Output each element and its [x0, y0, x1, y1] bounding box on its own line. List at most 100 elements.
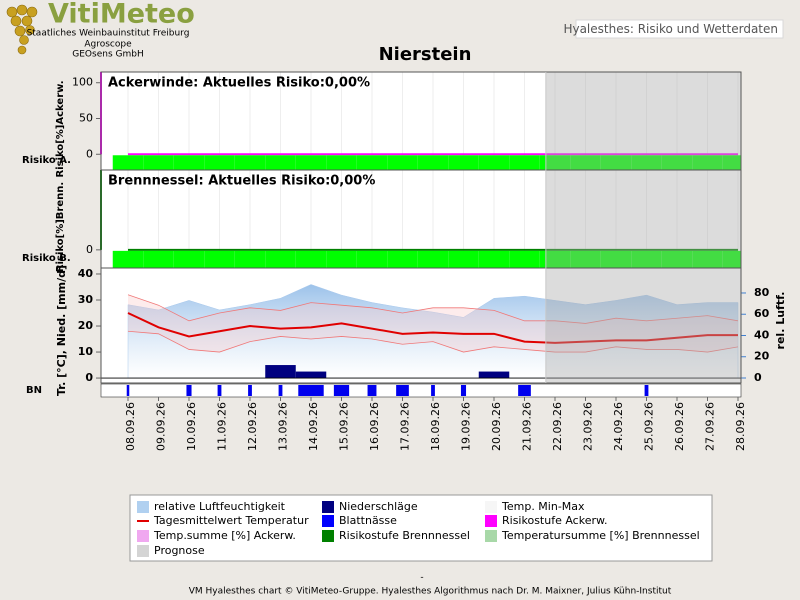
- leaf-wetness: [431, 385, 435, 396]
- risk-level: [234, 155, 266, 170]
- risk-level: [387, 250, 418, 268]
- risk-level: [173, 155, 205, 170]
- x-tick-label: 22.09.26: [551, 402, 564, 451]
- risk-level: [661, 155, 693, 170]
- x-tick-label: 10.09.26: [185, 402, 198, 451]
- x-tick-label: 08.09.26: [124, 402, 137, 451]
- risk-level: [631, 155, 662, 170]
- panel-title: Ackerwinde: Aktuelles Risiko:0,00%: [108, 76, 370, 91]
- risk-level: [448, 250, 479, 268]
- risk-level: [143, 155, 174, 170]
- x-tick-label: 13.09.26: [277, 402, 290, 451]
- risk-level: [112, 155, 144, 170]
- risk-level: [204, 250, 235, 268]
- y2-tick-label: 80: [754, 286, 770, 299]
- legend-swatch: [485, 530, 497, 542]
- x-tick-label: 17.09.26: [399, 402, 412, 451]
- risk-level: [692, 250, 723, 268]
- x-tick-label: 24.09.26: [612, 402, 625, 451]
- risk-level: [570, 155, 601, 170]
- legend-swatch: [137, 545, 149, 557]
- page-title: Nierstein: [379, 44, 472, 65]
- risk-level: [112, 250, 144, 268]
- legend: [129, 494, 713, 562]
- risk-level: [478, 250, 510, 268]
- legend-label: Blattnässe: [339, 514, 397, 527]
- legend-label: Prognose: [154, 544, 205, 557]
- leaf-wetness: [186, 385, 192, 396]
- risk-level: [326, 155, 357, 170]
- x-tick-label: 25.09.26: [643, 402, 656, 451]
- leaf-wetness: [248, 385, 252, 396]
- y2-tick-label: 40: [754, 328, 770, 341]
- precipitation-bar: [265, 365, 296, 379]
- separator: -: [420, 573, 423, 583]
- x-tick-label: 27.09.26: [704, 402, 717, 451]
- temp-mean-line: [127, 312, 738, 344]
- leaf-wetness: [278, 385, 283, 396]
- legend-label: Risikostufe Brennnessel: [339, 529, 470, 542]
- risk-level: [417, 155, 449, 170]
- risk-level: [417, 250, 449, 268]
- x-tick-label: 23.09.26: [582, 402, 595, 451]
- strip-label: BN: [26, 385, 42, 396]
- x-tick-label: 21.09.26: [521, 402, 534, 451]
- x-tick-label: 11.09.26: [216, 402, 229, 451]
- tab-label[interactable]: Hyalesthes: Risiko und Wetterdaten: [563, 22, 778, 36]
- leaf-wetness: [396, 385, 409, 396]
- risk-level: [234, 250, 266, 268]
- precipitation-bar: [478, 371, 510, 379]
- institution: Staatliches Weinbauinstitut Freiburg: [27, 29, 190, 39]
- x-tick-label: 28.09.26: [734, 402, 747, 451]
- x-tick-label: 15.09.26: [338, 402, 351, 451]
- x-tick-label: 14.09.26: [307, 402, 320, 451]
- logo-grapes: [6, 4, 38, 55]
- risk-level: [539, 250, 571, 268]
- x-tick-label: 26.09.26: [673, 402, 686, 451]
- leaf-wetness: [217, 385, 222, 396]
- legend-swatch: [485, 501, 497, 513]
- temp-max-line: [127, 294, 739, 324]
- panel-frame: [100, 267, 742, 384]
- risk-level: [265, 155, 296, 170]
- risk-level: [356, 250, 388, 268]
- risk-level: [204, 155, 235, 170]
- y2-tick-label: 60: [754, 307, 770, 320]
- y-tick-label: 30: [78, 293, 94, 306]
- risk-level: [692, 155, 723, 170]
- x-tick-label: 16.09.26: [368, 402, 381, 451]
- precipitation-bar: [295, 371, 327, 379]
- risk-level: [509, 155, 540, 170]
- x-tick-label: 09.09.26: [155, 402, 168, 451]
- x-tick-label: 18.09.26: [429, 402, 442, 451]
- legend-label: Temperatursumme [%] Brennnessel: [501, 529, 700, 542]
- risk-level: [387, 155, 418, 170]
- legend-swatch: [322, 530, 334, 542]
- y-tick-label: 40: [78, 267, 94, 280]
- panel-title: Brennnessel: Aktuelles Risiko:0,00%: [108, 174, 375, 189]
- footer: VM Hyalesthes chart © VitiMeteo-Gruppe. …: [189, 587, 672, 597]
- leaf-wetness: [367, 385, 377, 396]
- risk-level: [478, 155, 510, 170]
- risk-level: [539, 155, 571, 170]
- tab[interactable]: [575, 19, 784, 39]
- forecast-overlay: [545, 72, 741, 383]
- legend-swatch: [322, 501, 334, 513]
- risk-level: [143, 250, 174, 268]
- risk-level: [173, 250, 205, 268]
- y-tick-label: 20: [78, 319, 94, 332]
- strip-area: [100, 383, 742, 398]
- y-tick-label: 100: [72, 76, 93, 89]
- institution: Agroscope: [84, 40, 132, 50]
- risk-level: [661, 250, 693, 268]
- legend-swatch: [485, 515, 497, 527]
- x-tick-label: 12.09.26: [246, 402, 259, 451]
- leaf-wetness: [126, 385, 130, 396]
- x-tick-label: 20.09.26: [490, 402, 503, 451]
- risk-level: [295, 250, 327, 268]
- y-axis-label: Risiko[%]Brenn.: [55, 182, 66, 272]
- risk-level: [570, 250, 601, 268]
- legend-label: Niederschläge: [339, 500, 418, 513]
